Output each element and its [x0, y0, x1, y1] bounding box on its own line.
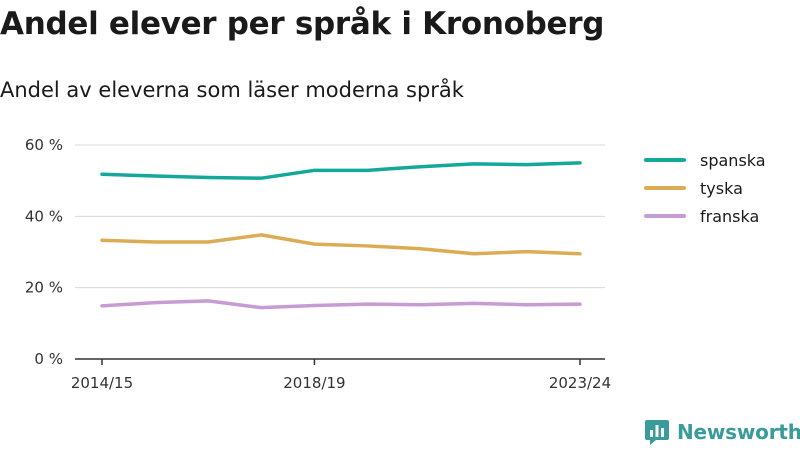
y-tick-label: 20 %	[25, 279, 63, 297]
line-chart: 0 % 20 % 40 % 60 % 2014/15 2018/19 2023/24	[25, 136, 611, 392]
legend-item-tyska: tyska	[644, 174, 766, 202]
legend-item-spanska: spanska	[644, 146, 766, 174]
series-line-tyska	[100, 233, 582, 256]
legend-label-spanska: spanska	[700, 150, 766, 170]
x-tick-label: 2014/15	[71, 374, 133, 392]
y-tick-label: 40 %	[25, 207, 63, 225]
legend-swatch-spanska	[644, 158, 686, 162]
series-line-franska	[100, 299, 582, 310]
x-tick-label: 2018/19	[283, 374, 345, 392]
y-tick-label: 0 %	[34, 350, 63, 368]
brand-name: Newsworthy	[677, 420, 800, 444]
chart-title: Andel elever per språk i Kronoberg	[0, 6, 605, 42]
series-line-spanska	[100, 161, 582, 180]
legend-swatch-franska	[644, 214, 686, 218]
legend-label-franska: franska	[700, 206, 760, 226]
bar-chart-icon	[645, 420, 669, 445]
legend-label-tyska: tyska	[700, 178, 743, 198]
legend-item-franska: franska	[644, 202, 766, 230]
newsworthy-logo[interactable]: Newsworthy	[644, 419, 800, 445]
legend-swatch-tyska	[644, 186, 686, 190]
x-tick-label: 2023/24	[549, 374, 611, 392]
y-tick-label: 60 %	[25, 136, 63, 154]
chart-subtitle: Andel av eleverna som läser moderna språ…	[0, 78, 464, 102]
legend: spanska tyska franska	[644, 146, 766, 230]
